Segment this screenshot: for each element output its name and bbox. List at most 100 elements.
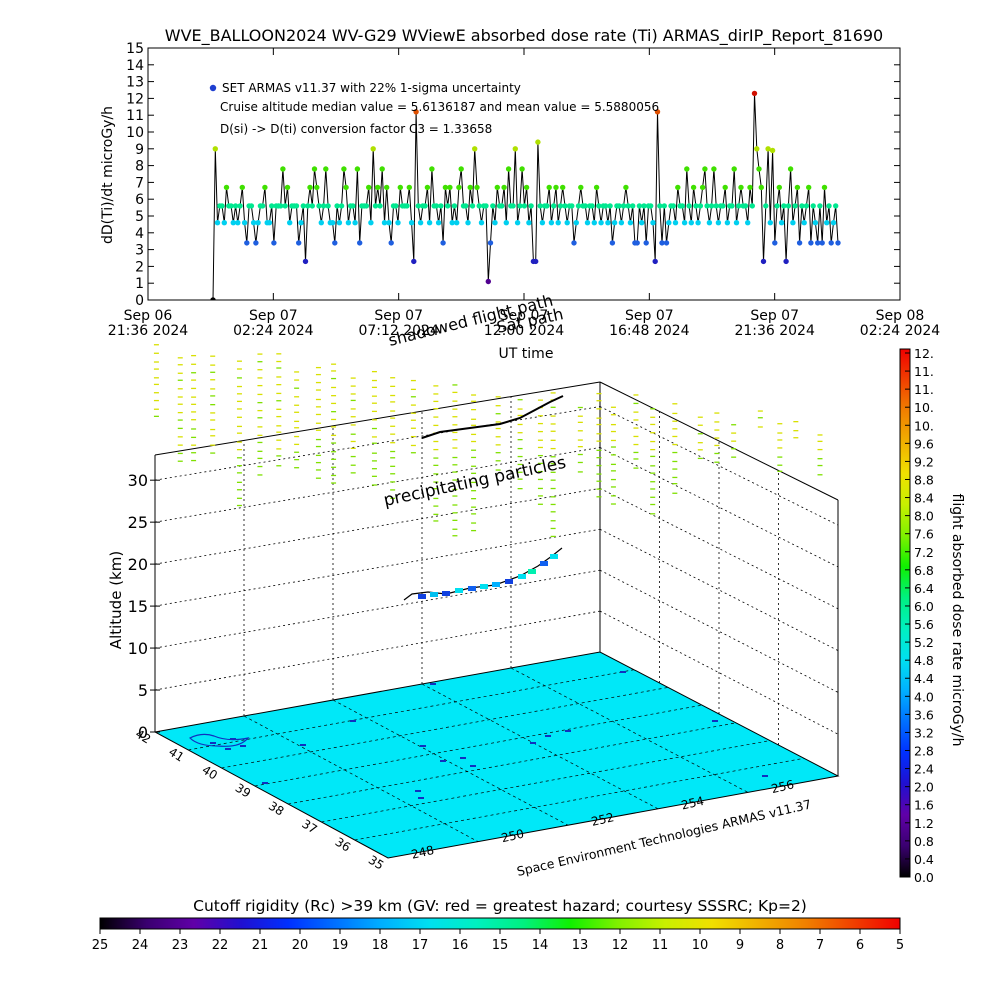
dose-rate-point [230, 220, 236, 226]
rigidity-tick-label: 12 [612, 938, 629, 953]
ground-lon-line [243, 715, 479, 842]
dose-rate-point [749, 203, 755, 209]
dose-rate-point [681, 220, 688, 226]
dose-rate-point [661, 203, 667, 209]
dose-rate-point [785, 203, 792, 209]
dose-rate-point [544, 203, 550, 209]
dose-rate-point [519, 166, 525, 172]
dose-rate-point [636, 203, 643, 209]
x-tick-time: 16:48 2024 [609, 323, 690, 339]
dose-rate-point [456, 184, 462, 191]
dose-rate-point [736, 203, 742, 209]
dose-rate-point [345, 220, 352, 226]
dose-rate-point [510, 203, 516, 209]
dose-rate-point [490, 203, 496, 209]
dose-rate-point [329, 220, 336, 226]
x-tick-date: Sep 07 [500, 308, 549, 324]
dose-rate-point [747, 184, 753, 191]
dose-rate-point [210, 297, 216, 300]
dose-colorbar-ticks: 0.0 0.4 0.8 1.2 1.6 2.0 2.4 2.8 3.2 3.6 4.0 4.4 4.8 5… [905, 346, 934, 885]
dose-rate-point [686, 203, 692, 209]
dose-rate-point [783, 258, 789, 265]
dose-rate-point [413, 109, 419, 115]
ground-feature [350, 720, 356, 722]
dose-rate-point [445, 203, 451, 209]
dose-rate-point [404, 203, 410, 209]
dose-rate-point [318, 220, 324, 226]
flight-dose-mark [442, 591, 450, 596]
dose-rate-point [724, 220, 731, 226]
dose-rate-point [742, 203, 749, 209]
shadowed-flight-path-line [421, 395, 564, 439]
dose-rate-point [828, 240, 834, 246]
dose-rate-point [715, 220, 722, 226]
dose-rate-point [505, 166, 512, 172]
rigidity-tick-label: 23 [172, 938, 189, 953]
rigidity-bar-label: Cutoff rigidity (Rc) >39 km (GV: red = g… [193, 897, 807, 915]
legend-marker [209, 84, 217, 92]
dose-rate-point [454, 220, 460, 226]
dose-rate-point [553, 184, 559, 191]
y-tick-label: 11 [126, 108, 144, 124]
dose-rate-point [650, 220, 656, 226]
y-tick-label: 3 [135, 243, 144, 259]
dose-rate-point [503, 220, 509, 226]
dose-rate-point [713, 203, 719, 209]
dose-rate-point [812, 220, 819, 226]
rigidity-tick-label: 21 [252, 938, 269, 953]
dose-rate-point [386, 220, 392, 226]
dose-rate-point [487, 240, 494, 246]
rigidity-tick-label: 6 [856, 938, 864, 953]
dose-rate-point [440, 240, 446, 246]
dose-rate-point [357, 240, 363, 246]
dose-colorbar-tick-label: 4.0 [914, 689, 934, 704]
dose-rate-point [408, 220, 415, 226]
dose-rate-line [212, 93, 839, 300]
dose-rate-point [675, 184, 681, 191]
dose-rate-point [546, 184, 552, 191]
ground-terrain-contour [188, 733, 250, 747]
dose-rate-point [463, 203, 469, 209]
annotation-precipitating-particles: precipitating particles [382, 453, 568, 511]
dose-rate-point [584, 220, 591, 226]
dose-rate-point [269, 203, 275, 209]
x-tick-date: Sep 08 [876, 308, 925, 324]
dose-rate-point [379, 166, 385, 172]
dose-rate-point [810, 203, 816, 209]
dose-rate-point [253, 240, 259, 246]
x-tick-date: Sep 07 [750, 308, 799, 324]
dose-rate-point [539, 220, 546, 226]
dose-rate-point [332, 240, 338, 246]
dose-rate-point [533, 258, 539, 265]
x-tick-date: Sep 07 [249, 308, 298, 324]
ground-lat-line [254, 704, 703, 787]
dose-rate-point [648, 203, 654, 209]
dose-rate-point [485, 278, 491, 285]
dose-rate-point [278, 203, 284, 209]
altitude-tick-label: 30 [128, 471, 148, 490]
dose-rate-point [223, 184, 230, 191]
dose-rate-point [483, 203, 489, 209]
dose-colorbar-tick-label: 1.6 [914, 798, 934, 813]
dose-rate-point [433, 203, 440, 209]
top-y-axis-label: dD(Ti)/dt microGy/h [100, 106, 116, 244]
dose-rate-point [627, 220, 634, 226]
precipitating-particle-marks [153, 344, 823, 538]
dose-rate-point [672, 220, 679, 226]
dose-colorbar-tick-label: 4.4 [914, 671, 934, 686]
dose-rate-point [767, 220, 773, 226]
dose-rate-point [449, 220, 455, 226]
dose-rate-point [280, 166, 286, 172]
dose-rate-point [711, 166, 717, 172]
altitude-ticks: 0 5 10 15 20 25 30 [128, 471, 160, 742]
dose-rate-point [573, 220, 579, 226]
ground-feature [262, 782, 268, 784]
altitude-tick-label: 15 [128, 597, 148, 616]
dose-rate-point [309, 203, 315, 209]
dose-rate-point [688, 220, 694, 226]
flight-dose-mark [550, 554, 558, 559]
rigidity-tick-label: 17 [412, 938, 429, 953]
dose-rate-point [815, 240, 821, 246]
dose-rate-point [478, 220, 485, 226]
dose-rate-point [616, 203, 622, 209]
